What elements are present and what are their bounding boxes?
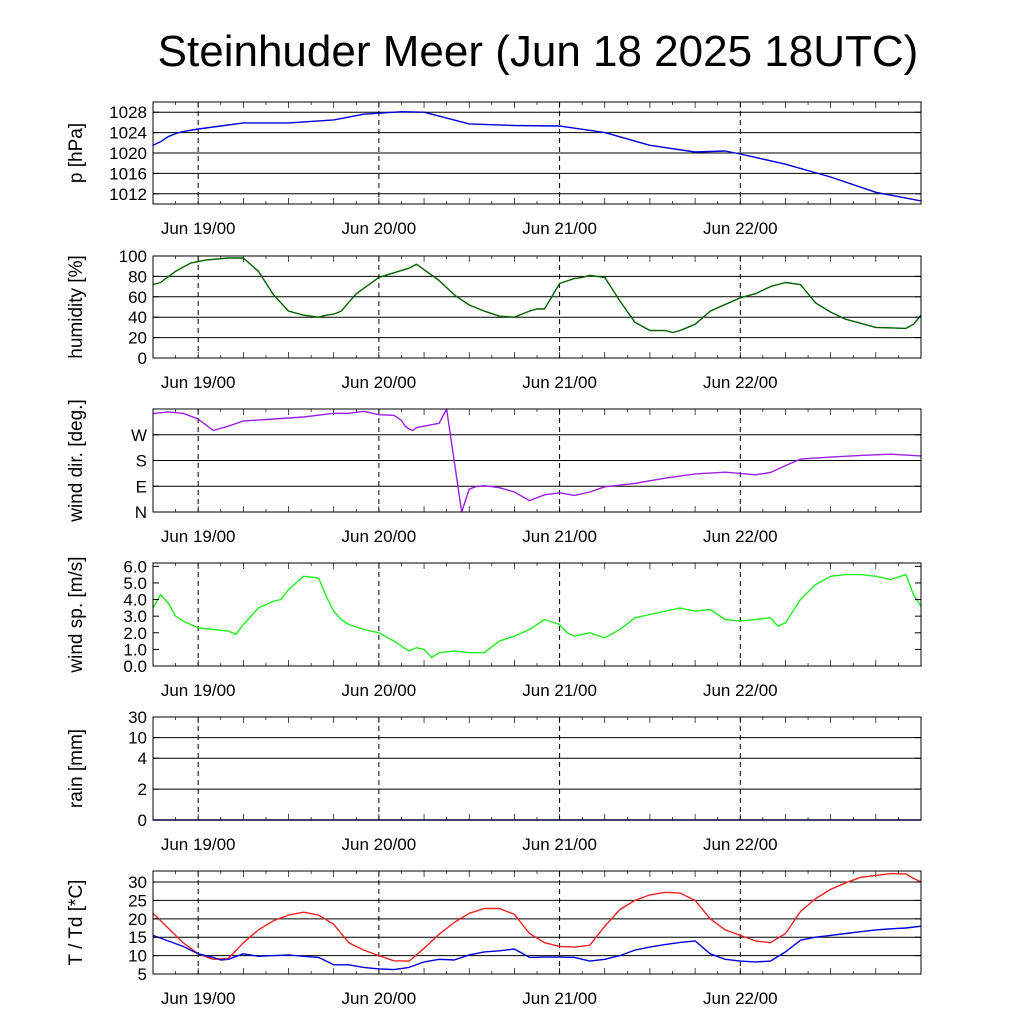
y-tick-label: 2.0	[123, 624, 147, 643]
y-tick-label: 1028	[109, 103, 147, 122]
y-tick-label: 10	[128, 729, 147, 748]
y-tick-label: 30	[128, 708, 147, 727]
y-tick-label: 10	[128, 947, 147, 966]
y-tick-label: 5	[138, 965, 147, 984]
x-tick-label: Jun 20/00	[342, 219, 417, 238]
series-line-humidity-0	[152, 257, 922, 334]
y-axis-label: wind sp. [m/s]	[66, 556, 87, 673]
y-tick-label: 60	[128, 288, 147, 307]
x-tick-label: Jun 20/00	[342, 681, 417, 700]
y-axis-label: humidity [%]	[66, 255, 87, 358]
x-tick-label: Jun 20/00	[342, 835, 417, 854]
panel-rain: 0 2 410 30 rain [mm] Jun 19/00 Jun 20/00 Jun 21…	[66, 708, 922, 854]
y-tick-label: 3.0	[123, 607, 147, 626]
y-tick-label: 5.0	[123, 574, 147, 593]
y-tick-label: 4.0	[123, 591, 147, 610]
x-tick-label: Jun 22/00	[703, 373, 778, 392]
x-tick-label: Jun 21/00	[522, 219, 597, 238]
x-tick-label: Jun 19/00	[161, 835, 236, 854]
series-line-pressure-0	[152, 110, 922, 202]
x-tick-label: Jun 20/00	[342, 373, 417, 392]
y-tick-label: 1.0	[123, 640, 147, 659]
y-tick-label: 40	[128, 308, 147, 327]
x-tick-label: Jun 21/00	[522, 835, 597, 854]
y-tick-label: 15	[128, 928, 147, 947]
series-line-wind_speed-0	[152, 573, 922, 659]
y-tick-label: 1012	[109, 185, 147, 204]
y-tick-label: 100	[119, 247, 147, 266]
x-tick-label: Jun 22/00	[703, 835, 778, 854]
x-tick-label: Jun 21/00	[522, 989, 597, 1008]
x-tick-label: Jun 22/00	[703, 527, 778, 546]
panel-frame	[152, 255, 922, 359]
series-line-temperature-0	[152, 872, 922, 962]
y-axis-label: p [hPa]	[66, 123, 87, 183]
x-tick-label: Jun 19/00	[161, 373, 236, 392]
x-tick-label: Jun 20/00	[342, 989, 417, 1008]
x-tick-label: Jun 22/00	[703, 681, 778, 700]
panel-frame	[152, 716, 922, 821]
panel-wind_speed: 0.01.02.03.04.05.06.0 wind sp. [m/s] Jun 1…	[66, 556, 922, 700]
x-tick-label: Jun 22/00	[703, 989, 778, 1008]
panel-frame	[152, 562, 922, 667]
x-tick-label: Jun 20/00	[342, 527, 417, 546]
y-tick-label: 4	[138, 749, 147, 768]
x-tick-label: Jun 19/00	[161, 219, 236, 238]
y-tick-label: 1024	[109, 124, 147, 143]
y-tick-label: 2	[138, 780, 147, 799]
y-axis-label: T / Td [*C]	[66, 880, 87, 966]
y-tick-label: 6.0	[123, 557, 147, 576]
y-axis-label: rain [mm]	[66, 729, 87, 808]
x-tick-label: Jun 19/00	[161, 527, 236, 546]
y-tick-label: N	[135, 503, 147, 522]
y-tick-label: 1016	[109, 164, 147, 183]
y-tick-label: 1020	[109, 144, 147, 163]
y-axis-label: wind dir. [deg.]	[66, 399, 87, 523]
y-tick-label: E	[136, 477, 147, 496]
y-tick-label: 20	[128, 329, 147, 348]
y-tick-label: 0	[138, 349, 147, 368]
y-tick-label: 30	[128, 873, 147, 892]
y-tick-label: 0	[138, 811, 147, 830]
y-tick-label: 0.0	[123, 657, 147, 676]
x-tick-label: Jun 21/00	[522, 527, 597, 546]
series-line-temperature-1	[152, 925, 922, 971]
panel-frame	[152, 870, 922, 975]
chart-title: Steinhuder Meer (Jun 18 2025 18UTC)	[158, 27, 919, 76]
y-tick-label: 20	[128, 910, 147, 929]
x-tick-label: Jun 21/00	[522, 373, 597, 392]
series-line-wind_direction-0	[152, 408, 922, 513]
x-tick-label: Jun 19/00	[161, 989, 236, 1008]
x-tick-label: Jun 22/00	[703, 219, 778, 238]
y-tick-label: W	[131, 426, 147, 445]
y-tick-label: 25	[128, 891, 147, 910]
x-tick-label: Jun 21/00	[522, 681, 597, 700]
y-tick-label: S	[136, 452, 147, 471]
x-tick-label: Jun 19/00	[161, 681, 236, 700]
y-tick-label: 80	[128, 267, 147, 286]
